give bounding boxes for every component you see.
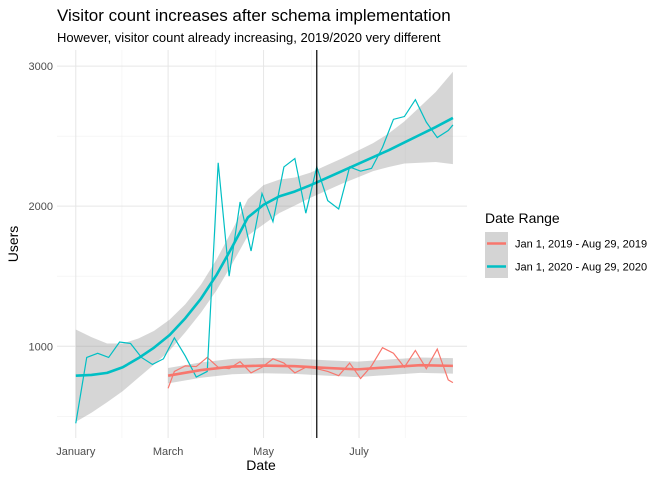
chart-subtitle: However, visitor count already increasin…: [57, 30, 441, 45]
gridlines: [57, 50, 467, 438]
legend-label: Jan 1, 2020 - Aug 29, 2020: [515, 262, 647, 274]
y-tick-label: 3000: [29, 61, 53, 73]
smoothed-series-lines: [75, 116, 454, 377]
legend-label: Jan 1, 2019 - Aug 29, 2019: [515, 239, 647, 251]
y-tick-labels: 1000 2000 3000: [29, 61, 53, 353]
smooth-line-2: [75, 116, 454, 377]
y-tick-label: 1000: [29, 341, 53, 353]
x-axis-label: Date: [246, 457, 276, 473]
y-tick-label: 2000: [29, 201, 53, 213]
x-tick-label: July: [349, 446, 369, 458]
chart-title: Visitor count increases after schema imp…: [57, 6, 451, 25]
x-tick-label: March: [153, 446, 184, 458]
confidence-band-1: [168, 357, 453, 384]
x-tick-label: May: [253, 446, 274, 458]
confidence-bands: [75, 71, 453, 422]
smooth-line-1: [167, 363, 453, 377]
y-axis-label: Users: [5, 226, 21, 263]
legend-items: Jan 1, 2019 - Aug 29, 2019 Jan 1, 2020 - …: [485, 232, 647, 278]
legend-title: Date Range: [485, 210, 560, 226]
raw-line-2: [75, 98, 454, 424]
x-tick-labels: January March May July: [56, 446, 369, 458]
x-tick-label: January: [56, 446, 96, 458]
legend: Date Range Jan 1, 2019 - Aug 29, 2019Jan…: [485, 210, 647, 278]
